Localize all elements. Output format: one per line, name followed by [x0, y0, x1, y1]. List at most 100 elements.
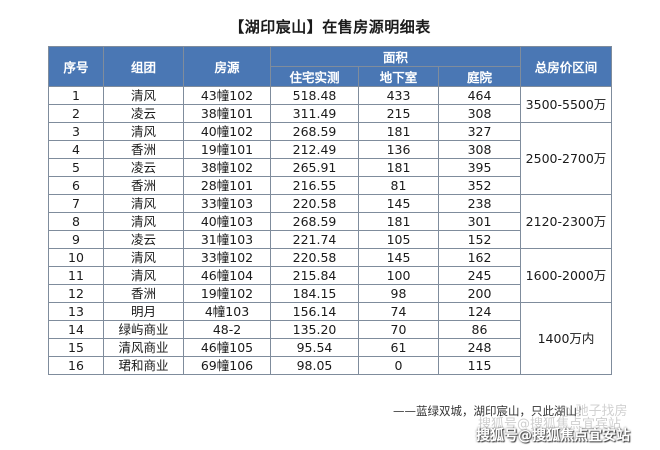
- cell-unit: 46幢104: [183, 266, 271, 285]
- cell-basement: 105: [358, 230, 439, 249]
- table-row: 5 凌云 38幢102 265.91 181 395: [48, 158, 612, 177]
- cell-living: 135.20: [270, 320, 359, 339]
- cell-yard: 352: [438, 176, 521, 195]
- cell-living: 156.14: [270, 302, 359, 321]
- header-living-area: 住宅实测: [270, 66, 359, 87]
- cell-unit: 69幢106: [183, 356, 271, 375]
- cell-living: 268.59: [270, 122, 359, 141]
- cell-basement: 81: [358, 176, 439, 195]
- cell-yard: 248: [438, 338, 521, 357]
- cell-basement: 98: [358, 284, 439, 303]
- cell-yard: 308: [438, 104, 521, 123]
- header-area: 面积: [270, 46, 521, 67]
- cell-group: 清风: [103, 248, 184, 267]
- cell-seq: 2: [48, 104, 104, 123]
- header-seq: 序号: [48, 46, 104, 87]
- cell-basement: 145: [358, 248, 439, 267]
- cell-unit: 40幢102: [183, 122, 271, 141]
- table-row: 1 清风 43幢102 518.48 433 464 3500-5500万: [48, 86, 612, 123]
- cell-group: 清风: [103, 194, 184, 213]
- cell-yard: 115: [438, 356, 521, 375]
- cell-group: 香洲: [103, 176, 184, 195]
- watermark-back: 搜狐号@搜狐焦点宜宾站: [478, 417, 622, 432]
- cell-unit: 19幢101: [183, 140, 271, 159]
- cell-group: 绿屿商业: [103, 320, 184, 339]
- cell-yard: 86: [438, 320, 521, 339]
- cell-basement: 74: [358, 302, 439, 321]
- cell-living: 215.84: [270, 266, 359, 285]
- cell-yard: 301: [438, 212, 521, 231]
- cell-unit: 38幢102: [183, 158, 271, 177]
- header-yard: 庭院: [438, 66, 521, 87]
- cell-group: 香洲: [103, 284, 184, 303]
- cell-price-range: 1400万内: [520, 302, 612, 375]
- cell-yard: 152: [438, 230, 521, 249]
- cell-basement: 181: [358, 212, 439, 231]
- watermark-faint: ○ 驰子找房: [560, 404, 628, 419]
- cell-living: 268.59: [270, 212, 359, 231]
- cell-group: 清风: [103, 266, 184, 285]
- table-row: 8 清风 40幢103 268.59 181 301: [48, 212, 612, 231]
- cell-seq: 14: [48, 320, 104, 339]
- table-title: 【湖印宸山】在售房源明细表: [229, 18, 431, 36]
- table-row: 11 清风 46幢104 215.84 100 245: [48, 266, 612, 285]
- cell-living: 212.49: [270, 140, 359, 159]
- cell-basement: 145: [358, 194, 439, 213]
- cell-group: 珺和商业: [103, 356, 184, 375]
- cell-group: 明月: [103, 302, 184, 321]
- cell-basement: 433: [358, 86, 439, 105]
- table-row: 7 清风 33幢103 220.58 145 238 2120-2300万: [48, 194, 612, 249]
- cell-price-range: 2120-2300万: [520, 194, 612, 249]
- cell-living: 216.55: [270, 176, 359, 195]
- cell-living: 184.15: [270, 284, 359, 303]
- header-basement: 地下室: [358, 66, 439, 87]
- cell-living: 220.58: [270, 248, 359, 267]
- cell-group: 凌云: [103, 104, 184, 123]
- cell-price-range: 1600-2000万: [520, 248, 612, 303]
- table-row: 12 香洲 19幢102 184.15 98 200: [48, 284, 612, 303]
- cell-living: 98.05: [270, 356, 359, 375]
- header-unit: 房源: [183, 46, 271, 87]
- cell-yard: 245: [438, 266, 521, 285]
- watermark-front: 搜狐号@搜狐焦点宜安站: [476, 428, 630, 444]
- cell-basement: 181: [358, 158, 439, 177]
- cell-living: 265.91: [270, 158, 359, 177]
- cell-seq: 13: [48, 302, 104, 321]
- cell-unit: 48-2: [183, 320, 271, 339]
- cell-price-range: 3500-5500万: [520, 86, 612, 123]
- cell-unit: 19幢102: [183, 284, 271, 303]
- slogan-footer: ——蓝绿双城，湖印宸山，只此湖山！: [393, 404, 589, 418]
- cell-group: 清风: [103, 212, 184, 231]
- cell-yard: 308: [438, 140, 521, 159]
- cell-living: 518.48: [270, 86, 359, 105]
- cell-group: 凌云: [103, 230, 184, 249]
- cell-living: 220.58: [270, 194, 359, 213]
- cell-unit: 28幢101: [183, 176, 271, 195]
- table-row: 15 清风商业 46幢105 95.54 61 248: [48, 338, 612, 357]
- listing-table: 序号 组团 房源 面积 总房价区间 住宅实测 地下室 庭院 1 清风 43幢10…: [48, 46, 612, 375]
- cell-group: 清风商业: [103, 338, 184, 357]
- cell-seq: 3: [48, 122, 104, 141]
- cell-seq: 12: [48, 284, 104, 303]
- cell-basement: 181: [358, 122, 439, 141]
- cell-seq: 5: [48, 158, 104, 177]
- cell-group: 香洲: [103, 140, 184, 159]
- cell-yard: 395: [438, 158, 521, 177]
- cell-yard: 200: [438, 284, 521, 303]
- cell-basement: 70: [358, 320, 439, 339]
- cell-unit: 40幢103: [183, 212, 271, 231]
- cell-unit: 46幢105: [183, 338, 271, 357]
- header-price: 总房价区间: [520, 46, 612, 87]
- cell-seq: 15: [48, 338, 104, 357]
- cell-seq: 6: [48, 176, 104, 195]
- cell-group: 凌云: [103, 158, 184, 177]
- table-row: 16 珺和商业 69幢106 98.05 0 115: [48, 356, 612, 375]
- cell-seq: 1: [48, 86, 104, 105]
- cell-basement: 61: [358, 338, 439, 357]
- cell-yard: 464: [438, 86, 521, 105]
- cell-seq: 16: [48, 356, 104, 375]
- cell-unit: 43幢102: [183, 86, 271, 105]
- table-row: 10 清风 33幢102 220.58 145 162 1600-2000万: [48, 248, 612, 303]
- cell-seq: 10: [48, 248, 104, 267]
- cell-basement: 215: [358, 104, 439, 123]
